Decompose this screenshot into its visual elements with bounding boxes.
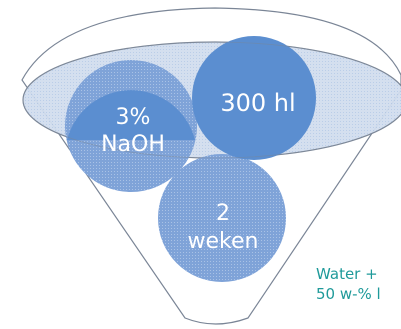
bubble-naoh-upper [67, 90, 195, 140]
bubble-time [158, 154, 286, 282]
bubble-volume-label: 300 hl [220, 89, 295, 117]
bubble-time-line1: 2 [216, 201, 230, 226]
bubble-volume [192, 36, 316, 160]
bubble-naoh-line1: 3% [116, 105, 151, 130]
bubble-naoh-line2: NaOH [101, 132, 165, 157]
funnel-mouth-rim [22, 41, 401, 159]
bubble-time-line2: weken [188, 229, 259, 254]
side-note-line1: Water + [316, 265, 378, 283]
side-note-line2: 50 w-% l [316, 285, 381, 303]
